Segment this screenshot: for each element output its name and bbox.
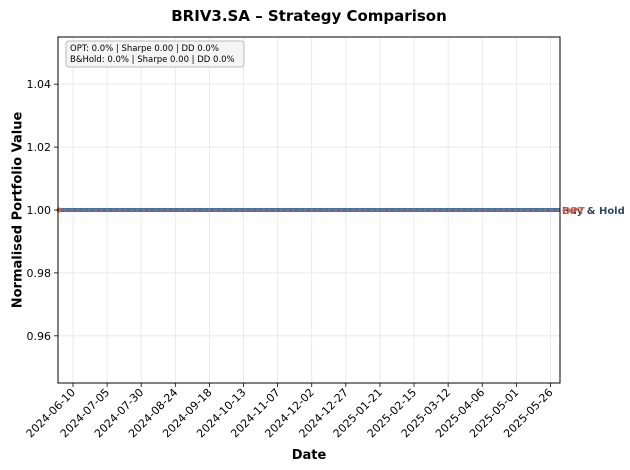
data-layer: [56, 207, 560, 213]
y-tick-label: 1.00: [27, 204, 52, 217]
y-tick-label: 1.04: [27, 78, 52, 91]
y-tick-label: 0.96: [27, 330, 52, 343]
stats-box: OPT: 0.0% | Sharpe 0.00 | DD 0.0% B&Hold…: [65, 40, 245, 68]
x-axis-label: Date: [292, 448, 327, 463]
y-axis-ticks: 0.96 0.98 1.00 1.02 1.04: [27, 78, 58, 343]
stats-opt-text: OPT: 0.0% | Sharpe 0.00 | DD 0.0%: [70, 44, 219, 54]
x-axis-ticks: 2024-06-102024-07-052024-07-302024-08-24…: [24, 383, 556, 440]
end-label-buy-hold: Buy & Hold: [562, 206, 625, 217]
chart-title: BRIV3.SA – Strategy Comparison: [171, 7, 447, 25]
stats-bhold-text: B&Hold: 0.0% | Sharpe 0.00 | DD 0.0%: [70, 55, 235, 65]
y-tick-label: 0.98: [27, 267, 52, 280]
y-axis-label: Normalised Portfolio Value: [11, 112, 26, 309]
end-label-opt: OPT: [562, 206, 585, 217]
y-tick-label: 1.02: [27, 141, 52, 154]
stats-box-background: [65, 40, 245, 68]
